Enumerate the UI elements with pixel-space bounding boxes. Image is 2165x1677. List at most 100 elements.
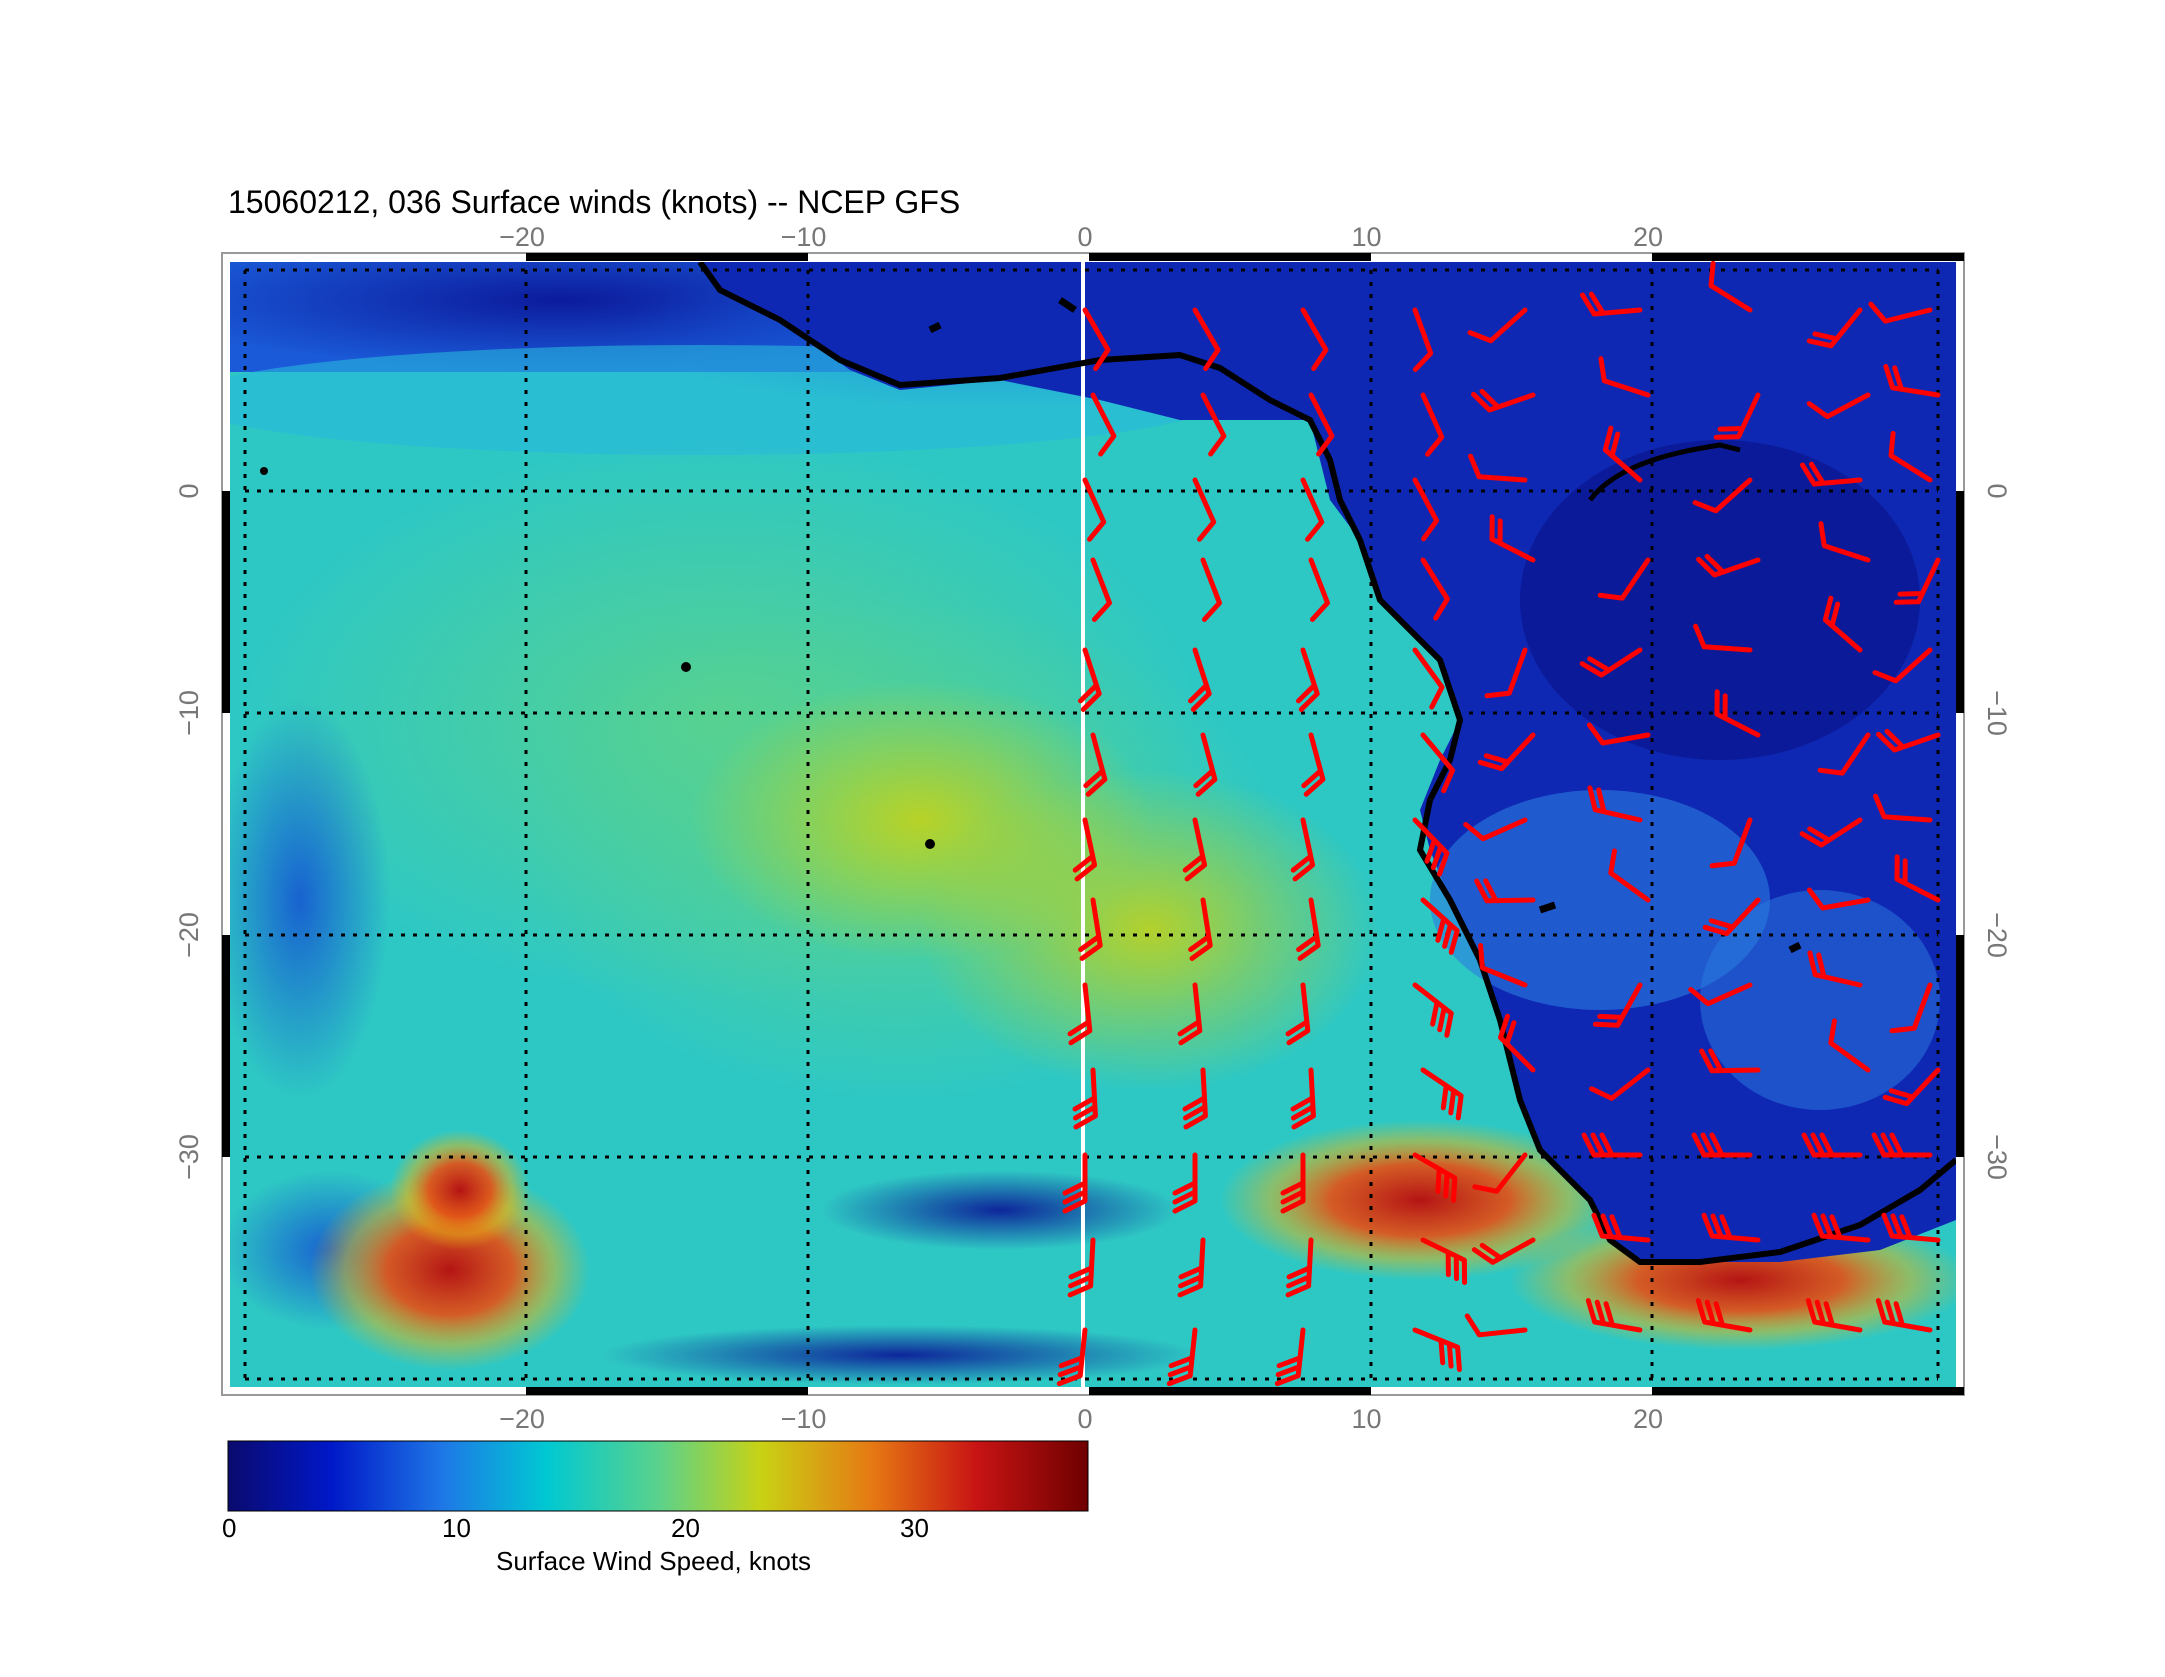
lat-labels-left: 0 −10 −20 −30 (174, 483, 204, 1179)
wind-barb (1280, 1152, 1306, 1214)
wind-barb (1471, 1237, 1536, 1265)
lat-labels-right: 0 −10 −20 −30 (1982, 483, 2012, 1179)
wind-barb (1801, 1132, 1863, 1158)
wind-barb (1420, 732, 1456, 794)
wind-barb (1873, 793, 1933, 823)
wind-barb (1177, 982, 1203, 1046)
wind-barb (1412, 1327, 1462, 1373)
wind-barbs (1056, 260, 1941, 1387)
wind-barb (1301, 732, 1326, 797)
wind-barb (1591, 1212, 1651, 1243)
wind-barb (1172, 1152, 1198, 1214)
wind-barb (1083, 732, 1108, 797)
lon-tick-label-bottom: −10 (781, 1404, 827, 1434)
wind-barb (1497, 1013, 1536, 1073)
wind-barb (1822, 595, 1863, 653)
wind-barb (1472, 1152, 1528, 1194)
wind-barb (1193, 732, 1218, 797)
wind-barb (1889, 982, 1933, 1034)
wind-barb (1420, 392, 1445, 457)
axis-frame-bars (222, 253, 1964, 1395)
wind-barb (1799, 817, 1863, 848)
wind-barb (1818, 521, 1871, 563)
wind-barb (1067, 982, 1093, 1046)
wind-speed-field (230, 262, 1956, 1387)
lat-tick-label-right: −20 (1982, 912, 2012, 958)
wind-barb (1692, 477, 1753, 514)
lon-tick-label-bottom: −20 (499, 1404, 545, 1434)
wind-barb (1412, 982, 1454, 1038)
wind-barb (1696, 553, 1761, 578)
colorbar (227, 1440, 1089, 1512)
lon-tick-label-top: 20 (1633, 222, 1663, 252)
wind-barb (1876, 728, 1941, 753)
wind-barb (1412, 1152, 1458, 1203)
wind-barb (1702, 897, 1761, 937)
wind-barb (1713, 392, 1761, 440)
wind-barb (1478, 942, 1528, 988)
wind-barb (1695, 1298, 1753, 1333)
wind-barb (1420, 897, 1460, 955)
wind-barb (1693, 623, 1753, 653)
wind-barb (1581, 1132, 1643, 1158)
wind-barb (1468, 453, 1528, 483)
lat-tick-label-left: −20 (174, 912, 204, 958)
wind-barb (1489, 514, 1536, 563)
wind-barb (1799, 461, 1863, 487)
wind-barb (1579, 291, 1643, 317)
wind-barb (1597, 557, 1651, 601)
wind-barb (1893, 557, 1941, 605)
wind-barb (1188, 897, 1213, 961)
wind-barb (1072, 817, 1098, 882)
wind-barb (1688, 982, 1753, 1007)
wind-barb (1412, 477, 1440, 542)
lat-tick-label-right: 0 (1982, 483, 2012, 498)
wind-barb (1296, 647, 1320, 712)
wind-barb (1806, 392, 1871, 420)
wind-barb (1188, 647, 1212, 712)
wind-barb (1811, 1212, 1871, 1243)
wind-barb (1177, 1237, 1206, 1298)
colorbar-tick-30: 30 (900, 1513, 929, 1543)
wind-barb (1182, 1067, 1208, 1130)
wind-barb (1608, 848, 1651, 903)
wind-barb (1067, 1237, 1096, 1298)
wind-barb (1464, 1313, 1528, 1338)
wind-barb (1592, 982, 1643, 1028)
wind-barb (1412, 307, 1434, 372)
wind-barb (1308, 557, 1330, 622)
wind-barb (1296, 897, 1321, 961)
colorbar-tick-20: 20 (671, 1513, 700, 1543)
lake-victoria (1588, 442, 1741, 502)
lon-tick-label-top: −10 (781, 222, 827, 252)
wind-barb (1420, 1067, 1464, 1121)
wind-barb (1894, 854, 1941, 903)
wind-barb (1285, 982, 1311, 1046)
wind-barb (1192, 477, 1217, 542)
wind-barb (1082, 477, 1107, 542)
wind-barb (1586, 722, 1651, 746)
wind-barb (1875, 1298, 1933, 1333)
wind-barb (1166, 1327, 1198, 1387)
wind-barb (1484, 647, 1528, 699)
wind-barb (1285, 1237, 1314, 1298)
wind-barb (1868, 301, 1933, 324)
wind-barb (1828, 1018, 1871, 1073)
wind-barb (1714, 689, 1761, 738)
lon-tick-label-top: −20 (499, 222, 545, 252)
wind-barb (1872, 647, 1933, 684)
lat-tick-label-left: −10 (174, 690, 204, 736)
wind-barb (1888, 430, 1933, 483)
wind-barb (1078, 647, 1102, 712)
wind-barb (1290, 1067, 1316, 1130)
lat-tick-label-left: 0 (174, 483, 204, 498)
map-title: 15060212, 036 Surface winds (knots) -- N… (228, 184, 961, 220)
wind-barb (1082, 307, 1111, 371)
wind-barb (1699, 1048, 1761, 1074)
wind-barb (1072, 1067, 1098, 1130)
wind-barb (1463, 817, 1528, 842)
lon-tick-label-bottom: 20 (1633, 1404, 1663, 1434)
lon-tick-label-top: 10 (1351, 222, 1381, 252)
lat-tick-label-right: −30 (1982, 1134, 2012, 1180)
